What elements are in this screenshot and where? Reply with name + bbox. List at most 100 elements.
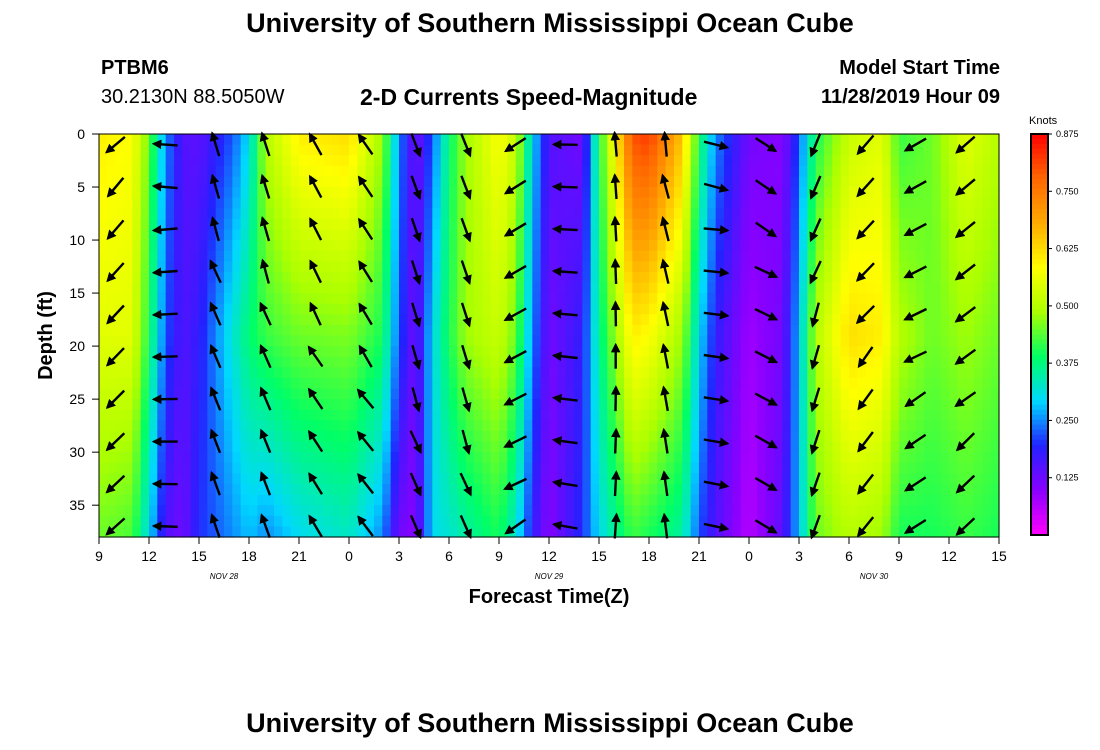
heatmap-cell bbox=[157, 303, 167, 315]
heatmap-cell bbox=[715, 271, 725, 284]
heatmap-cell bbox=[882, 165, 892, 178]
heatmap-cell bbox=[799, 250, 808, 262]
current-vector-arrow bbox=[755, 221, 778, 238]
heatmap-cell bbox=[782, 356, 792, 368]
heatmap-cell bbox=[182, 187, 192, 199]
heatmap-cell bbox=[840, 452, 850, 464]
current-vector-arrow bbox=[503, 392, 527, 406]
heatmap-cell bbox=[132, 420, 142, 432]
heatmap-cell bbox=[857, 250, 867, 262]
heatmap-cell bbox=[315, 515, 325, 527]
heatmap-cell bbox=[899, 526, 908, 538]
heatmap-cell bbox=[107, 155, 117, 167]
heatmap-cell bbox=[899, 293, 908, 305]
heatmap-cell bbox=[440, 176, 450, 188]
heatmap-cell bbox=[724, 208, 733, 220]
heatmap-cell bbox=[624, 356, 633, 368]
heatmap-cell bbox=[490, 367, 500, 379]
heatmap-cell bbox=[649, 505, 658, 517]
heatmap-cell bbox=[732, 282, 742, 294]
heatmap-cell bbox=[499, 494, 508, 506]
heatmap-cell bbox=[965, 494, 975, 506]
heatmap-cell bbox=[524, 420, 533, 432]
heatmap-cell bbox=[424, 409, 433, 421]
heatmap-cell bbox=[707, 293, 717, 305]
heatmap-cell bbox=[657, 314, 667, 326]
heatmap-cell bbox=[465, 505, 475, 517]
heatmap-cell bbox=[315, 462, 325, 474]
heatmap-cell bbox=[457, 441, 467, 453]
heatmap-cell bbox=[957, 261, 967, 273]
heatmap-cell bbox=[140, 483, 150, 496]
heatmap-cell bbox=[790, 165, 800, 178]
heatmap-cell bbox=[965, 399, 975, 411]
current-vector-arrow bbox=[809, 387, 821, 413]
heatmap-cell bbox=[832, 377, 842, 390]
heatmap-cell bbox=[532, 176, 542, 188]
heatmap-cell bbox=[215, 134, 225, 146]
heatmap-cell bbox=[624, 430, 633, 443]
heatmap-cell bbox=[482, 505, 492, 517]
current-vector-arrow bbox=[660, 470, 670, 497]
heatmap-cell bbox=[890, 441, 900, 453]
heatmap-cell bbox=[849, 314, 858, 326]
heatmap-cell bbox=[382, 187, 392, 199]
heatmap-cell bbox=[582, 303, 592, 315]
heatmap-cell bbox=[640, 462, 650, 474]
colorbar-segment bbox=[1031, 454, 1048, 461]
heatmap-cell bbox=[790, 144, 800, 156]
heatmap-cell bbox=[790, 176, 800, 188]
heatmap-cell bbox=[465, 377, 475, 390]
heatmap-cell bbox=[224, 452, 233, 464]
current-vector-arrow bbox=[461, 387, 472, 413]
heatmap-cell bbox=[390, 494, 400, 506]
heatmap-cell bbox=[532, 187, 542, 199]
heatmap-cell bbox=[499, 250, 508, 262]
heatmap-cell bbox=[782, 314, 792, 326]
heatmap-cell bbox=[915, 176, 925, 188]
heatmap-cell bbox=[515, 473, 525, 485]
heatmap-cell bbox=[915, 505, 925, 517]
heatmap-cell bbox=[315, 134, 325, 146]
colorbar-segment bbox=[1031, 214, 1048, 220]
heatmap-cell bbox=[232, 356, 242, 368]
heatmap-cell bbox=[140, 462, 150, 474]
heatmap-cell bbox=[115, 356, 125, 368]
heatmap-cell bbox=[357, 165, 367, 178]
heatmap-cell bbox=[249, 293, 258, 305]
heatmap-cell bbox=[157, 462, 167, 474]
heatmap-cell bbox=[682, 388, 692, 400]
heatmap-cell bbox=[982, 420, 992, 432]
heatmap-cell bbox=[407, 282, 417, 294]
current-vector-arrow bbox=[151, 352, 178, 362]
heatmap-cell bbox=[374, 240, 383, 252]
heatmap-cell bbox=[407, 293, 417, 305]
heatmap-cell bbox=[807, 261, 817, 273]
heatmap-cell bbox=[474, 420, 483, 432]
heatmap-cell bbox=[374, 314, 383, 326]
heatmap-cell bbox=[774, 430, 783, 443]
heatmap-cell bbox=[640, 187, 650, 199]
heatmap-cell bbox=[149, 218, 158, 231]
heatmap-cell bbox=[165, 176, 175, 188]
heatmap-cell bbox=[349, 388, 358, 400]
heatmap-cell bbox=[507, 176, 517, 188]
heatmap-cell bbox=[357, 293, 367, 305]
heatmap-cell bbox=[724, 240, 733, 252]
heatmap-cell bbox=[707, 505, 717, 517]
heatmap-cell bbox=[232, 420, 242, 432]
heatmap-cell bbox=[707, 282, 717, 294]
heatmap-cell bbox=[757, 144, 767, 156]
heatmap-cell bbox=[157, 335, 167, 347]
heatmap-cell bbox=[365, 346, 375, 358]
heatmap-cell bbox=[482, 494, 492, 506]
heatmap-cell bbox=[540, 271, 550, 284]
heatmap-cell bbox=[974, 473, 983, 485]
heatmap-cell bbox=[949, 314, 958, 326]
heatmap-cell bbox=[740, 282, 750, 294]
heatmap-cell bbox=[132, 134, 142, 146]
heatmap-cell bbox=[924, 430, 933, 443]
heatmap-cell bbox=[749, 452, 758, 464]
heatmap-cell bbox=[290, 399, 300, 411]
heatmap-cell bbox=[215, 346, 225, 358]
